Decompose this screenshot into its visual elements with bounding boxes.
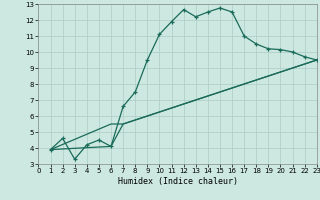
X-axis label: Humidex (Indice chaleur): Humidex (Indice chaleur) [118, 177, 238, 186]
